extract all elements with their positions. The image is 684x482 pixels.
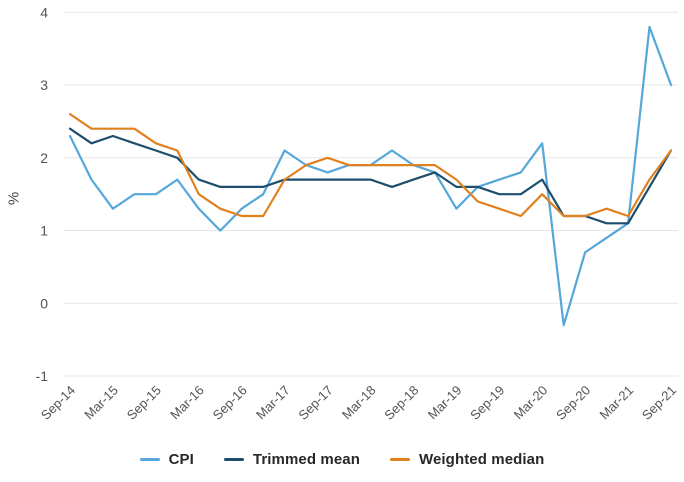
legend-label: Weighted median bbox=[418, 451, 545, 468]
series-line-trimmed-mean bbox=[68, 127, 673, 225]
x-tick-label: Sep-15 bbox=[124, 383, 164, 423]
y-tick-label: -1 bbox=[36, 368, 49, 384]
legend-label: Trimmed mean bbox=[252, 451, 360, 468]
series-line-cpi bbox=[68, 25, 673, 327]
y-tick-label: 0 bbox=[40, 295, 48, 311]
x-tick-label: Mar-19 bbox=[425, 383, 465, 423]
y-tick-label: 3 bbox=[40, 77, 48, 93]
y-axis-label: % bbox=[5, 191, 23, 206]
y-tick-label: 4 bbox=[40, 4, 48, 20]
y-tick-label: 1 bbox=[40, 223, 48, 239]
x-tick-label: Sep-20 bbox=[553, 383, 593, 423]
x-tick-label: Mar-21 bbox=[596, 383, 636, 423]
x-tick-label: Mar-17 bbox=[253, 383, 293, 423]
x-tick-label: Mar-15 bbox=[81, 383, 121, 423]
series-line-weighted-median bbox=[68, 112, 673, 218]
x-tick-label: Sep-18 bbox=[381, 383, 421, 423]
x-tick-label: Sep-19 bbox=[467, 383, 507, 423]
x-tick-label: Mar-16 bbox=[167, 383, 207, 423]
legend: CPI Trimmed mean Weighted median bbox=[0, 451, 684, 468]
legend-swatch-trimmed-mean bbox=[223, 458, 244, 461]
legend-label: CPI bbox=[168, 451, 194, 468]
legend-item-cpi[interactable]: CPI bbox=[139, 451, 194, 468]
x-tick-label: Sep-16 bbox=[210, 383, 250, 423]
legend-item-weighted-median[interactable]: Weighted median bbox=[389, 451, 545, 468]
legend-swatch-cpi bbox=[139, 458, 160, 461]
x-tick-label: Mar-18 bbox=[339, 383, 379, 423]
x-tick-label: Mar-20 bbox=[511, 383, 551, 423]
x-tick-label: Sep-17 bbox=[295, 383, 335, 423]
legend-swatch-weighted-median bbox=[389, 458, 410, 461]
x-tick-label: Sep-14 bbox=[38, 383, 78, 423]
y-tick-label: 2 bbox=[40, 150, 48, 166]
legend-item-trimmed-mean[interactable]: Trimmed mean bbox=[223, 451, 360, 468]
x-tick-label: Sep-21 bbox=[639, 383, 679, 423]
